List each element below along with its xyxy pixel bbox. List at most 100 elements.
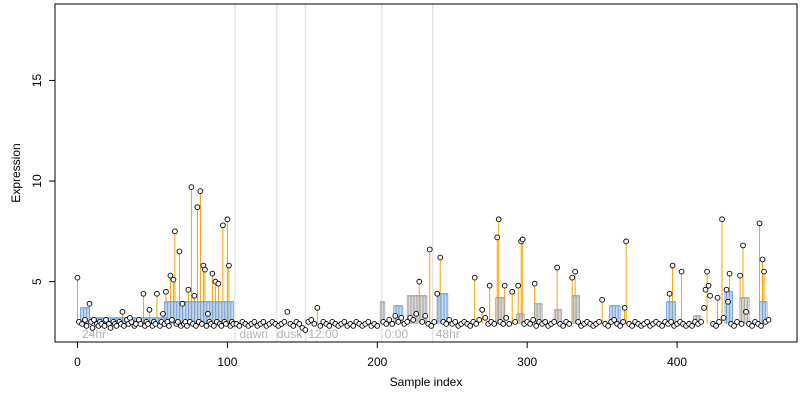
data-point xyxy=(596,319,602,325)
data-point xyxy=(317,323,324,329)
data-point xyxy=(530,317,537,323)
data-point xyxy=(398,315,405,321)
y-axis: 5 10 15 xyxy=(30,73,56,285)
data-point xyxy=(725,298,731,305)
data-point xyxy=(184,323,190,329)
data-point xyxy=(689,323,695,329)
data-point xyxy=(199,321,205,327)
spike-point xyxy=(179,300,186,307)
spike-point xyxy=(678,268,685,275)
spike-point xyxy=(515,282,522,289)
x-tick-label: 100 xyxy=(217,355,237,369)
data-point xyxy=(620,319,626,325)
spike-point xyxy=(140,290,147,297)
data-point xyxy=(107,325,114,331)
data-point xyxy=(500,321,507,327)
spike-point xyxy=(197,188,204,194)
spike-point xyxy=(434,290,441,297)
data-point xyxy=(527,321,534,327)
data-point xyxy=(503,315,510,321)
spike-point xyxy=(172,228,178,235)
data-point xyxy=(644,319,650,325)
data-point xyxy=(431,319,438,325)
spike-point xyxy=(471,274,478,281)
data-point xyxy=(705,282,712,289)
group-bars-layer xyxy=(80,291,768,324)
data-point xyxy=(175,319,181,325)
data-point xyxy=(698,319,704,325)
data-point xyxy=(428,323,435,329)
spike-point xyxy=(669,262,676,269)
region-label: 12:00 xyxy=(308,327,338,341)
spike-point xyxy=(127,315,133,321)
data-point xyxy=(605,323,611,329)
x-tick-label: 200 xyxy=(367,355,387,369)
data-point xyxy=(701,304,707,311)
data-point xyxy=(386,317,393,323)
spike-point xyxy=(209,270,216,277)
data-point xyxy=(103,317,109,323)
data-point xyxy=(506,321,513,327)
data-point xyxy=(101,323,108,329)
spike-point xyxy=(314,304,321,311)
y-tick-label: 10 xyxy=(30,174,44,188)
data-point xyxy=(302,327,309,333)
group-bar xyxy=(609,305,621,324)
points-layer xyxy=(74,184,772,333)
spike-point xyxy=(119,308,126,315)
spike-point xyxy=(188,184,195,190)
data-point xyxy=(566,321,573,327)
data-point xyxy=(443,321,450,327)
spike-point xyxy=(86,300,93,307)
spike-point xyxy=(569,274,576,281)
data-point xyxy=(296,321,303,327)
data-point xyxy=(203,323,210,329)
data-point xyxy=(611,317,617,323)
data-point xyxy=(236,323,243,329)
region-labels-layer: 24hr dawn dusk 12:00 0:00 48hr xyxy=(82,327,460,341)
spike-point xyxy=(737,272,743,279)
data-point xyxy=(83,323,90,329)
spike-point xyxy=(740,242,746,249)
spike-point xyxy=(714,294,721,301)
data-point xyxy=(374,323,381,329)
spike-point xyxy=(163,288,169,295)
data-point xyxy=(533,323,540,329)
data-point xyxy=(467,323,474,329)
data-point xyxy=(473,321,480,327)
data-point xyxy=(410,317,417,323)
data-point xyxy=(491,321,498,327)
data-point xyxy=(91,317,97,323)
x-tick-label: 400 xyxy=(667,355,687,369)
data-point xyxy=(79,321,85,327)
data-point xyxy=(193,323,199,329)
spike-point xyxy=(599,296,605,303)
data-point xyxy=(326,323,333,329)
y-tick-label: 5 xyxy=(30,278,44,285)
data-point xyxy=(575,319,581,325)
data-point xyxy=(137,321,144,327)
data-point xyxy=(413,310,420,317)
spike-point xyxy=(761,268,767,275)
spike-point xyxy=(759,256,766,263)
data-point xyxy=(668,319,674,325)
data-point xyxy=(713,323,719,329)
spike-point xyxy=(479,306,486,313)
x-tick-label: 300 xyxy=(517,355,537,369)
data-point xyxy=(734,319,740,325)
data-point xyxy=(560,323,567,329)
spike-point xyxy=(519,236,526,243)
x-axis: 0 100 200 300 400 xyxy=(74,341,687,369)
data-point xyxy=(419,319,426,325)
spike-point xyxy=(224,216,231,223)
data-point xyxy=(308,317,315,323)
data-point xyxy=(152,321,159,327)
region-label: 24hr xyxy=(82,327,106,341)
data-point xyxy=(311,321,318,327)
group-bar xyxy=(724,291,733,324)
spike-point xyxy=(719,216,725,223)
data-point xyxy=(251,319,258,325)
data-point xyxy=(166,323,172,329)
data-point xyxy=(617,323,623,329)
